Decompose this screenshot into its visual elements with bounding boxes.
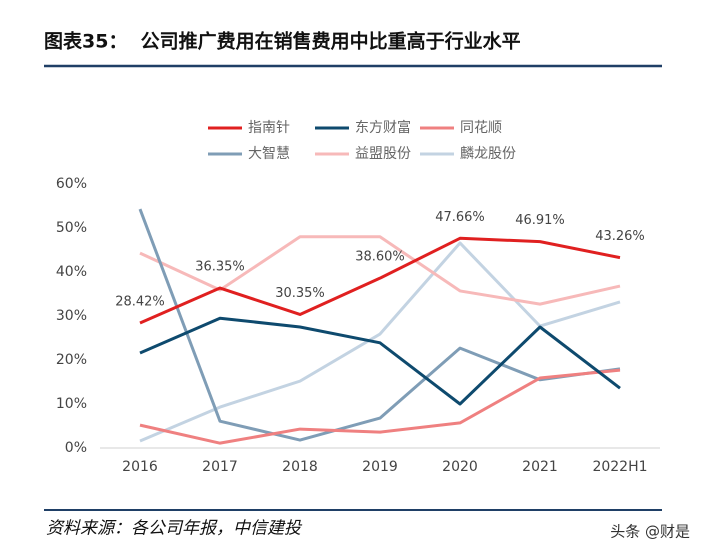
data-label: 46.91% [515,213,565,228]
series-line [139,368,621,445]
x-tick-label: 2018 [282,459,318,475]
data-label: 30.35% [275,286,325,301]
legend-label: 指南针 [248,120,290,136]
series-line [139,235,621,306]
chart-title: 图表35： 公司推广费用在销售费用中比重高于行业水平 [44,30,521,53]
watermark: 头条 @财是 [610,523,690,541]
legend-label: 益盟股份 [355,146,411,162]
source-note: 资料来源：各公司年报，中信建投 [46,519,303,539]
data-label: 36.35% [195,260,245,275]
x-tick-label: 2016 [122,459,158,475]
data-label: 38.60% [355,250,405,265]
y-tick-label: 50% [56,220,87,236]
y-tick-label: 60% [56,176,87,192]
series-line [138,208,621,442]
y-tick-label: 20% [56,352,87,368]
data-label: 47.66% [435,210,485,225]
data-label: 43.26% [595,229,645,244]
data-label: 28.42% [115,294,165,309]
legend-label: 大智慧 [248,146,290,162]
y-tick-label: 0% [65,440,87,456]
legend-label: 同花顺 [460,120,502,136]
x-tick-label: 2022H1 [592,459,647,475]
legend-label: 麟龙股份 [460,146,516,162]
x-tick-label: 2017 [202,459,238,475]
series-line [139,236,621,325]
x-tick-label: 2020 [442,459,478,475]
series-line [139,316,621,406]
y-tick-label: 40% [56,264,87,280]
y-tick-label: 10% [56,396,87,412]
y-tick-label: 30% [56,308,87,324]
x-tick-label: 2019 [362,459,398,475]
x-tick-label: 2021 [522,459,558,475]
legend-label: 东方财富 [355,119,411,136]
